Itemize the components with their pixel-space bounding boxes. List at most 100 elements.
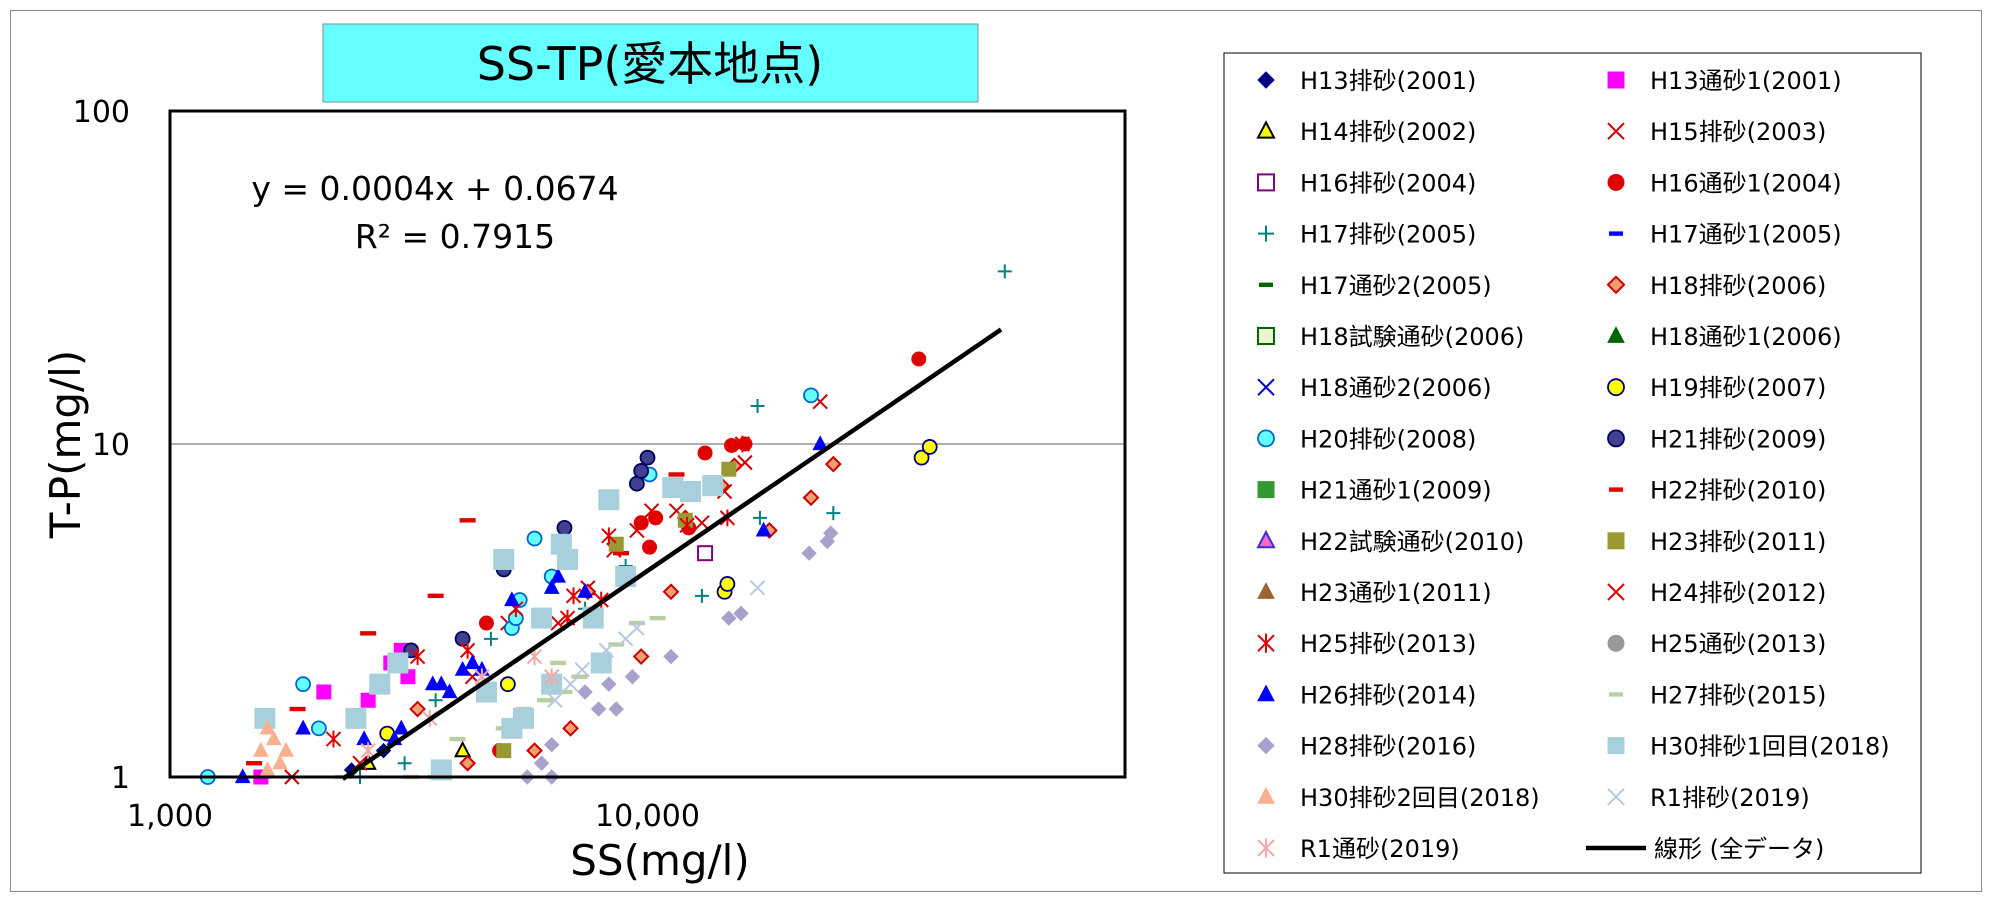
data-point xyxy=(608,701,624,717)
legend-item: H15排砂(2003) xyxy=(1607,118,1826,146)
legend-label: H18通砂2(2006) xyxy=(1300,374,1492,402)
legend-item: H30排砂1回目(2018) xyxy=(1607,733,1890,761)
data-point xyxy=(697,445,713,461)
legend-item: H23通砂1(2011) xyxy=(1257,579,1492,607)
legend-marker xyxy=(1607,737,1625,755)
data-point xyxy=(628,620,645,626)
data-point xyxy=(557,548,579,570)
data-point xyxy=(823,525,839,541)
data-point xyxy=(662,477,684,499)
data-point xyxy=(826,506,841,521)
series-4 xyxy=(697,545,714,562)
y-tick-label: 100 xyxy=(73,95,130,130)
legend-label: H14排砂(2002) xyxy=(1300,118,1476,146)
data-point xyxy=(397,756,412,771)
data-point xyxy=(734,435,751,453)
y-tick-label: 1 xyxy=(111,761,130,796)
data-point xyxy=(459,518,476,523)
data-point xyxy=(632,648,650,665)
data-point xyxy=(387,652,409,674)
data-point xyxy=(493,548,515,570)
data-point xyxy=(360,631,377,636)
data-point xyxy=(694,515,710,531)
data-point xyxy=(289,706,306,712)
legend-item: H17排砂(2005) xyxy=(1258,221,1476,249)
data-point xyxy=(536,698,553,703)
data-point xyxy=(802,489,820,507)
tick-labels: 1 10 100 1,000 10,000 xyxy=(73,95,700,834)
legend-marker xyxy=(1257,481,1275,499)
chart-title: SS-TP(愛本地点) xyxy=(477,37,824,91)
data-point xyxy=(543,579,560,594)
title-box xyxy=(322,23,979,103)
legend-item: H22試験通砂(2010) xyxy=(1256,528,1524,556)
series-27 xyxy=(254,475,724,781)
data-point xyxy=(295,719,311,735)
legend-marker xyxy=(1257,736,1275,755)
legend-item: H25通砂(2013) xyxy=(1607,630,1826,658)
chart-frame xyxy=(10,10,1982,892)
data-point xyxy=(648,510,664,526)
data-point xyxy=(543,737,560,753)
data-point xyxy=(360,692,376,708)
data-point xyxy=(459,754,477,772)
data-point xyxy=(633,515,649,531)
data-point xyxy=(246,761,263,766)
data-point xyxy=(668,472,685,477)
data-point xyxy=(577,582,593,598)
data-point xyxy=(803,387,819,404)
data-point xyxy=(272,754,288,770)
legend-item: H30排砂2回目(2018) xyxy=(1257,784,1540,812)
data-point xyxy=(369,673,391,695)
legend-marker xyxy=(1607,634,1625,652)
legend-item: 線形 (全データ) xyxy=(1586,835,1824,863)
data-point xyxy=(526,530,543,547)
x-tick-label: 1,000 xyxy=(127,799,213,834)
data-point xyxy=(531,607,553,629)
legend-marker xyxy=(1257,429,1275,448)
data-point xyxy=(556,689,573,695)
legend-label: H20排砂(2008) xyxy=(1300,425,1476,453)
data-point xyxy=(345,707,367,729)
y-tick-label: 10 xyxy=(92,428,130,463)
legend-marker xyxy=(1607,583,1625,601)
legend-label: H16通砂1(2004) xyxy=(1650,169,1842,197)
legend-item: H17通砂1(2005) xyxy=(1609,221,1842,249)
data-point xyxy=(755,521,772,537)
legend-item: H13通砂1(2001) xyxy=(1607,67,1842,95)
data-point xyxy=(496,743,512,759)
legend-item: H20排砂(2008) xyxy=(1257,425,1476,453)
data-point xyxy=(677,512,693,528)
data-point xyxy=(409,648,426,665)
data-point xyxy=(997,264,1012,279)
legend-label: H21排砂(2009) xyxy=(1650,425,1826,453)
legend-marker xyxy=(1607,122,1625,140)
legend-item: H16排砂(2004) xyxy=(1257,169,1476,197)
legend-label: H17排砂(2005) xyxy=(1300,221,1476,249)
legend-label: H25排砂(2013) xyxy=(1300,630,1476,658)
data-point xyxy=(499,676,516,693)
legend-label: H28排砂(2016) xyxy=(1300,733,1476,761)
legend-label: H21通砂1(2009) xyxy=(1300,477,1492,505)
legend-marker xyxy=(1607,378,1625,397)
legend-item: H26排砂(2014) xyxy=(1257,681,1476,709)
data-point xyxy=(913,449,930,466)
data-point xyxy=(571,674,588,679)
data-point xyxy=(433,675,450,691)
series-9 xyxy=(409,455,842,772)
data-point xyxy=(624,669,641,685)
series-17 xyxy=(246,472,685,766)
data-point xyxy=(325,730,342,748)
data-point xyxy=(526,742,543,760)
legend-item: H22排砂(2010) xyxy=(1609,477,1826,505)
data-point xyxy=(750,399,765,414)
legend-marker xyxy=(1256,120,1276,139)
trendline xyxy=(341,327,1003,781)
data-point xyxy=(633,463,650,479)
legend-marker xyxy=(1609,692,1623,697)
legend-marker xyxy=(1609,487,1623,492)
data-point xyxy=(721,610,737,626)
legend-item: R1通砂(2019) xyxy=(1257,835,1460,863)
data-point xyxy=(663,648,679,665)
